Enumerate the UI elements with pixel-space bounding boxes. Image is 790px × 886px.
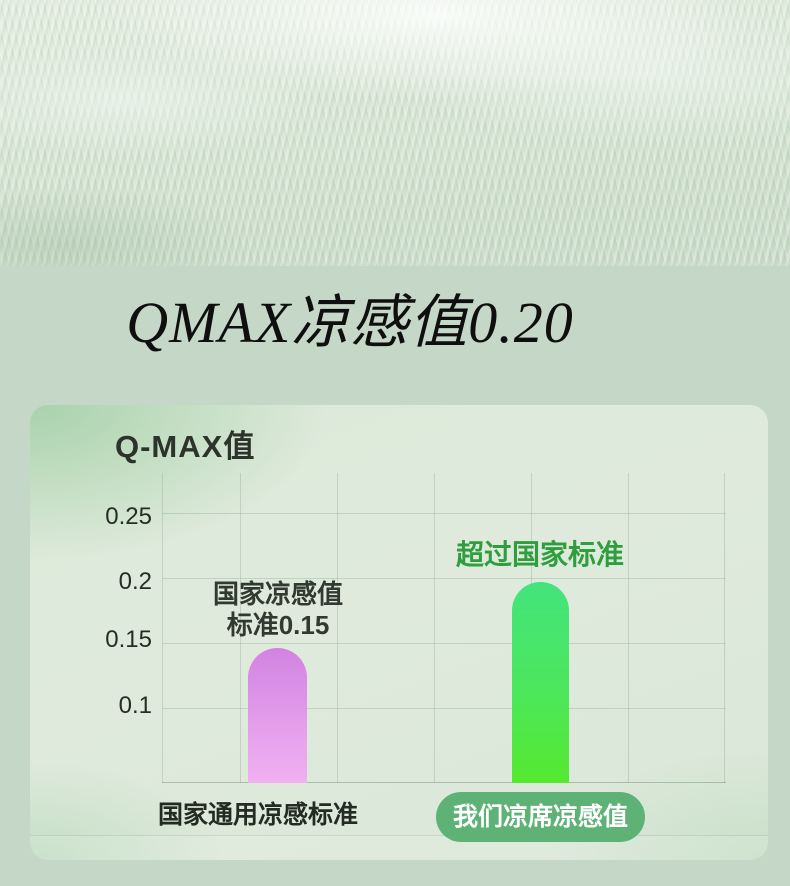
annotation-exceeds-standard: 超过国家标准 [455, 539, 624, 570]
bar-our-product [512, 582, 569, 783]
qmax-chart-card: Q-MAX值 0.25 0.2 0.15 0.1 国家凉感值 标准0.15 超过… [30, 405, 768, 860]
gridline-h [162, 513, 726, 514]
plot-area [162, 473, 726, 783]
gridline-h [162, 578, 726, 579]
y-tick-02: 0.2 [118, 568, 152, 595]
x-label-our-product-pill: 我们凉席凉感值 [436, 792, 645, 842]
gridline-v [434, 473, 435, 783]
bar-national-standard [248, 648, 307, 783]
annotation-national-standard: 国家凉感值 标准0.15 [168, 579, 388, 641]
annotation-national-standard-line1: 国家凉感值 [212, 579, 343, 609]
baseline [162, 782, 726, 783]
annotation-national-standard-line2: 标准0.15 [226, 610, 330, 640]
gridline-h [162, 708, 726, 709]
gridline-v [337, 473, 338, 783]
y-tick-01: 0.1 [118, 692, 152, 719]
gridline-h [162, 643, 726, 644]
gridline-v [724, 473, 725, 783]
card-footer-strip [30, 835, 768, 860]
y-tick-015: 0.15 [105, 626, 152, 653]
gridline-v [240, 473, 241, 783]
gridline-v [162, 473, 163, 783]
gridline-v [628, 473, 629, 783]
x-label-national-standard: 国家通用凉感标准 [157, 801, 358, 829]
y-tick-025: 0.25 [105, 503, 152, 530]
page-title: QMAX凉感值0.20 [126, 290, 574, 355]
fabric-hero-image [0, 0, 790, 266]
chart-title: Q-MAX值 [115, 429, 256, 464]
